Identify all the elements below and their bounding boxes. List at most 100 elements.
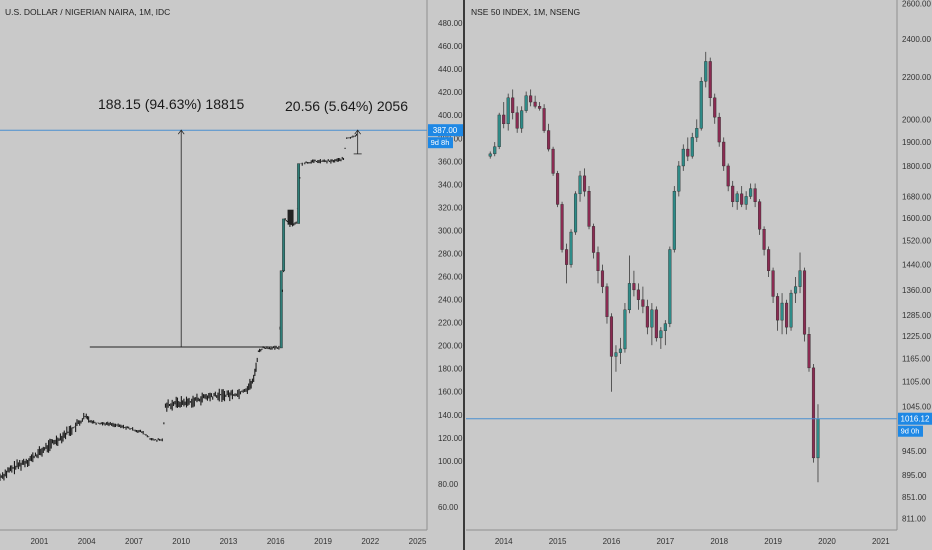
time-tick-label: 2016 [603,537,621,546]
time-tick-label: 2013 [220,537,238,546]
time-tick-label: 2010 [172,537,190,546]
price-tick-label: 811.00 [902,514,926,523]
time-tick-label: 2017 [656,537,674,546]
time-tick-label: 2022 [361,537,379,546]
candle-body [645,306,649,328]
price-tick-label: 400.00 [438,111,463,120]
candle-body [573,193,578,233]
candle-body [695,128,699,138]
candle-body [493,146,497,155]
candle-body [279,270,283,349]
nse50-time-axis[interactable]: 2014 2015 2016 2017 2018 2019 2020 2021 [495,537,890,546]
measure-label: 20.56 (5.64%) 2056 [285,98,408,114]
candle-body [663,323,667,331]
price-tick-label: 945.00 [902,447,927,456]
price-tick-label: 140.00 [438,411,463,420]
candle-body [704,61,708,82]
usd-ngn-plot-area[interactable] [0,133,358,481]
countdown-tag-bg [898,425,923,437]
candle-body [560,204,564,250]
candle-body [515,112,519,129]
price-tick-label: 100.00 [438,457,463,466]
candle-body [627,283,631,311]
candle-body [569,231,573,265]
candle-body [785,302,789,328]
price-tick-label: 1165.00 [902,354,931,363]
candle-body [538,106,542,109]
price-tick-label: 1285.00 [902,311,931,320]
price-tick-label: 320.00 [438,203,463,212]
time-tick-label: 2004 [78,537,96,546]
candle-body [802,270,807,335]
usd-ngn-price-axis[interactable]: 60.00 80.00 100.00 120.00 140.00 160.00 180.00… [438,19,463,512]
usd-ngn-chart-title: U.S. DOLLAR / NIGERIAN NAIRA, 1M, IDC [5,7,170,17]
last-price-tag-bg [898,412,932,425]
time-tick-label: 2001 [30,537,48,546]
candle-body [297,163,300,224]
candle-body [502,114,506,125]
candle-body [789,292,793,328]
candle-body [722,141,726,167]
price-tick-label: 2600.00 [902,0,931,8]
candle-body [654,309,658,339]
price-tick-label: 2400.00 [902,35,931,44]
price-tick-label: 180.00 [438,365,463,374]
last-price-tag-text: 1016.12 [901,415,930,424]
price-tick-label: 340.00 [438,180,463,189]
time-tick-label: 2007 [125,537,143,546]
candle-body [717,116,721,143]
candle-body [542,108,546,131]
time-tick-label: 2025 [409,537,427,546]
price-tick-label: 1900.00 [902,138,931,147]
last-price-tag-text: 387.00 [433,126,458,135]
candle-body [506,97,510,125]
price-tick-label: 460.00 [438,42,463,51]
countdown-tag-bg [428,137,453,149]
candle-body [807,334,811,369]
price-tick-label: 1440.00 [902,261,931,270]
candle-body [708,61,712,99]
candle-body [771,270,775,297]
countdown-tag-text: 9d 8h [431,138,450,147]
price-tick-label: 60.00 [438,503,459,512]
candle-body [497,114,501,147]
price-tick-label: 280.00 [438,249,463,258]
price-tick-label: 220.00 [438,319,463,328]
measure-arrowhead [354,129,361,135]
time-tick-label: 2020 [818,537,836,546]
candle-body [767,249,771,271]
time-tick-label: 2019 [314,537,332,546]
price-tick-label: 420.00 [438,88,463,97]
candle-body [605,286,609,317]
last-price-tag-bg [428,124,463,137]
candle-body [776,296,780,321]
candle-body [690,137,694,157]
candle-body [587,191,591,227]
price-tick-label: 1800.00 [902,162,931,171]
price-tick-label: 1105.00 [902,378,931,387]
nse50-plot-area[interactable] [466,51,897,483]
candle-body [677,165,681,192]
candle-body [713,97,717,118]
candle-body [524,95,528,111]
candle-body [811,367,816,459]
candle-body [556,173,560,205]
price-tick-label: 480.00 [438,19,463,28]
candle-body [735,193,739,202]
price-tick-label: 80.00 [438,480,459,489]
price-tick-label: 1360.00 [902,286,931,295]
nse50-chart: NSE 50 INDEX, 1M, NSENG 811.00 851.00 895.… [466,0,932,546]
time-tick-label: 2015 [549,537,567,546]
candle-body [632,283,636,291]
candle-body [672,191,676,250]
nse50-price-axis[interactable]: 811.00 851.00 895.00 945.00 1045.00 1105.00 11… [902,0,931,523]
measure-arrowhead [177,129,185,135]
candle-body [753,188,757,202]
price-tick-label: 360.00 [438,157,463,166]
usd-ngn-time-axis[interactable]: 2001 2004 2007 2010 2013 2016 2019 2022 2025 [30,537,427,546]
countdown-tag-text: 9d 0h [901,427,920,436]
price-tick-label: 200.00 [438,342,463,351]
candle-body [816,418,820,459]
